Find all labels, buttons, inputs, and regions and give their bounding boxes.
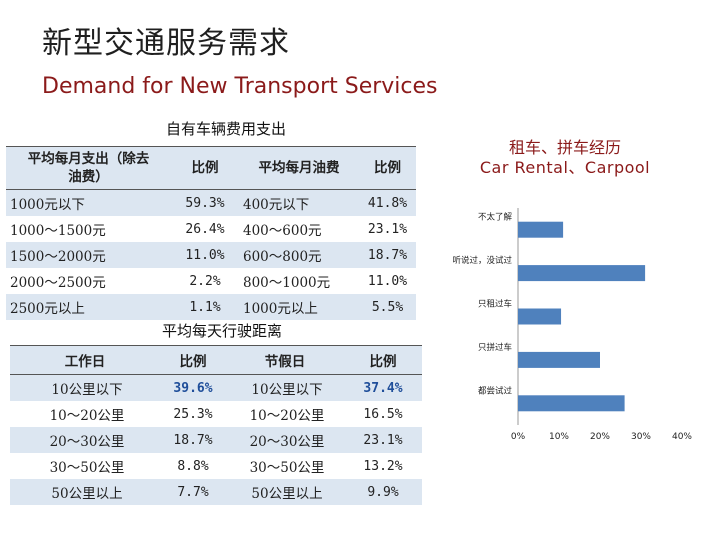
- vehicle-cost-table: 平均每月支出（除去油费） 比例 平均每月油费 比例 1000元以下 59.3% …: [6, 146, 416, 320]
- table-cell: 59.3%: [171, 189, 239, 216]
- column-header: 平均每月支出（除去油费）: [6, 146, 171, 190]
- column-header: 节假日: [226, 345, 344, 375]
- table-row: 1500～2000元 11.0% 600～800元 18.7%: [6, 242, 416, 268]
- table-cell: 13.2%: [363, 458, 403, 474]
- bar: [518, 308, 562, 325]
- table-row: 2500元以上 1.1% 1000元以上 5.5%: [6, 294, 416, 320]
- table-row: 30～50公里 8.8% 30～50公里 13.2%: [10, 453, 422, 479]
- x-tick-label: 30%: [631, 432, 651, 442]
- daily-distance-title: 平均每天行驶距离: [162, 322, 283, 340]
- table-cell: 37.4%: [344, 374, 422, 401]
- bar: [518, 221, 564, 238]
- table-cell: 23.1%: [344, 427, 422, 453]
- table-cell: 11.0%: [367, 273, 408, 289]
- table-cell: 400～600元: [243, 223, 322, 239]
- table-cell: 10公里以下: [226, 374, 344, 401]
- table-cell: 39.6%: [160, 374, 226, 401]
- table-cell: 30～50公里: [49, 460, 125, 476]
- table-cell: 7.7%: [160, 479, 226, 505]
- table-cell: 26.4%: [185, 221, 225, 237]
- column-header: 平均每月油费: [239, 146, 359, 190]
- table-cell: 600～800元: [239, 242, 359, 268]
- table-cell: 9.9%: [344, 479, 422, 505]
- category-label: 听说过，没试过: [452, 255, 512, 266]
- vehicle-cost-title: 自有车辆费用支出: [166, 120, 287, 138]
- table-cell: 30～50公里: [249, 460, 325, 476]
- table-cell: 20～30公里: [10, 427, 160, 453]
- table-cell: 10公里以下: [10, 374, 160, 401]
- table-cell: 400元以下: [239, 189, 359, 216]
- category-label: 都尝试过: [478, 385, 513, 396]
- column-header: 比例: [359, 146, 416, 190]
- column-header: 比例: [160, 345, 226, 375]
- x-tick-label: 20%: [590, 432, 610, 442]
- page-subtitle: Demand for New Transport Services: [42, 74, 438, 99]
- x-tick-label: 10%: [549, 432, 569, 442]
- table-cell: 1000元以上: [239, 294, 359, 320]
- daily-distance-table: 工作日 比例 节假日 比例 10公里以下 39.6% 10公里以下 37.4% …: [10, 345, 422, 505]
- table-cell: 23.1%: [367, 221, 408, 237]
- category-label: 不太了解: [478, 212, 513, 223]
- table-cell: 11.0%: [171, 242, 239, 268]
- table-row: 10公里以下 39.6% 10公里以下 37.4%: [10, 374, 422, 401]
- table-cell: 1000元以下: [6, 189, 171, 216]
- table-cell: 5.5%: [359, 294, 416, 320]
- bar: [518, 395, 625, 412]
- table-cell: 10～20公里: [249, 408, 325, 424]
- table-cell: 2000～2500元: [10, 275, 106, 291]
- table-row: 1000～1500元 26.4% 400～600元 23.1%: [6, 216, 416, 242]
- chart-title-en: Car Rental、Carpool: [479, 158, 651, 177]
- column-header: 比例: [171, 146, 239, 190]
- table-cell: 1500～2000元: [6, 242, 171, 268]
- bar: [518, 265, 646, 282]
- column-header: 比例: [344, 345, 422, 375]
- table-header-row: 平均每月支出（除去油费） 比例 平均每月油费 比例: [6, 146, 416, 190]
- table-cell: 2.2%: [189, 273, 221, 289]
- table-cell: 18.7%: [160, 427, 226, 453]
- table-cell: 41.8%: [359, 189, 416, 216]
- table-cell: 2500元以上: [6, 294, 171, 320]
- category-label: 只拼过车: [478, 342, 512, 353]
- table-cell: 20～30公里: [226, 427, 344, 453]
- table-row: 1000元以下 59.3% 400元以下 41.8%: [6, 189, 416, 216]
- table-cell: 25.3%: [173, 406, 213, 422]
- table-cell: 50公里以上: [226, 479, 344, 505]
- bar: [518, 351, 600, 368]
- table-cell: 1.1%: [171, 294, 239, 320]
- page-title: 新型交通服务需求: [42, 26, 290, 61]
- table-cell: 18.7%: [359, 242, 416, 268]
- table-row: 2000～2500元 2.2% 800～1000元 11.0%: [6, 268, 416, 294]
- x-tick-label: 0%: [511, 432, 526, 442]
- table-cell: 50公里以上: [10, 479, 160, 505]
- chart-title-cn: 租车、拼车经历: [508, 138, 621, 157]
- table-cell: 800～1000元: [243, 275, 331, 291]
- table-cell: 1000～1500元: [10, 223, 106, 239]
- table-cell: 16.5%: [363, 406, 403, 422]
- x-tick-label: 40%: [672, 432, 692, 442]
- table-cell: 10～20公里: [49, 408, 125, 424]
- table-cell: 8.8%: [177, 458, 209, 474]
- chart-title: 租车、拼车经历 Car Rental、Carpool: [440, 138, 690, 178]
- table-row: 50公里以上 7.7% 50公里以上 9.9%: [10, 479, 422, 505]
- column-header: 工作日: [10, 345, 160, 375]
- category-label: 只租过车: [478, 299, 512, 310]
- table-row: 10～20公里 25.3% 10～20公里 16.5%: [10, 401, 422, 427]
- table-header-row: 工作日 比例 节假日 比例: [10, 345, 422, 375]
- table-row: 20～30公里 18.7% 20～30公里 23.1%: [10, 427, 422, 453]
